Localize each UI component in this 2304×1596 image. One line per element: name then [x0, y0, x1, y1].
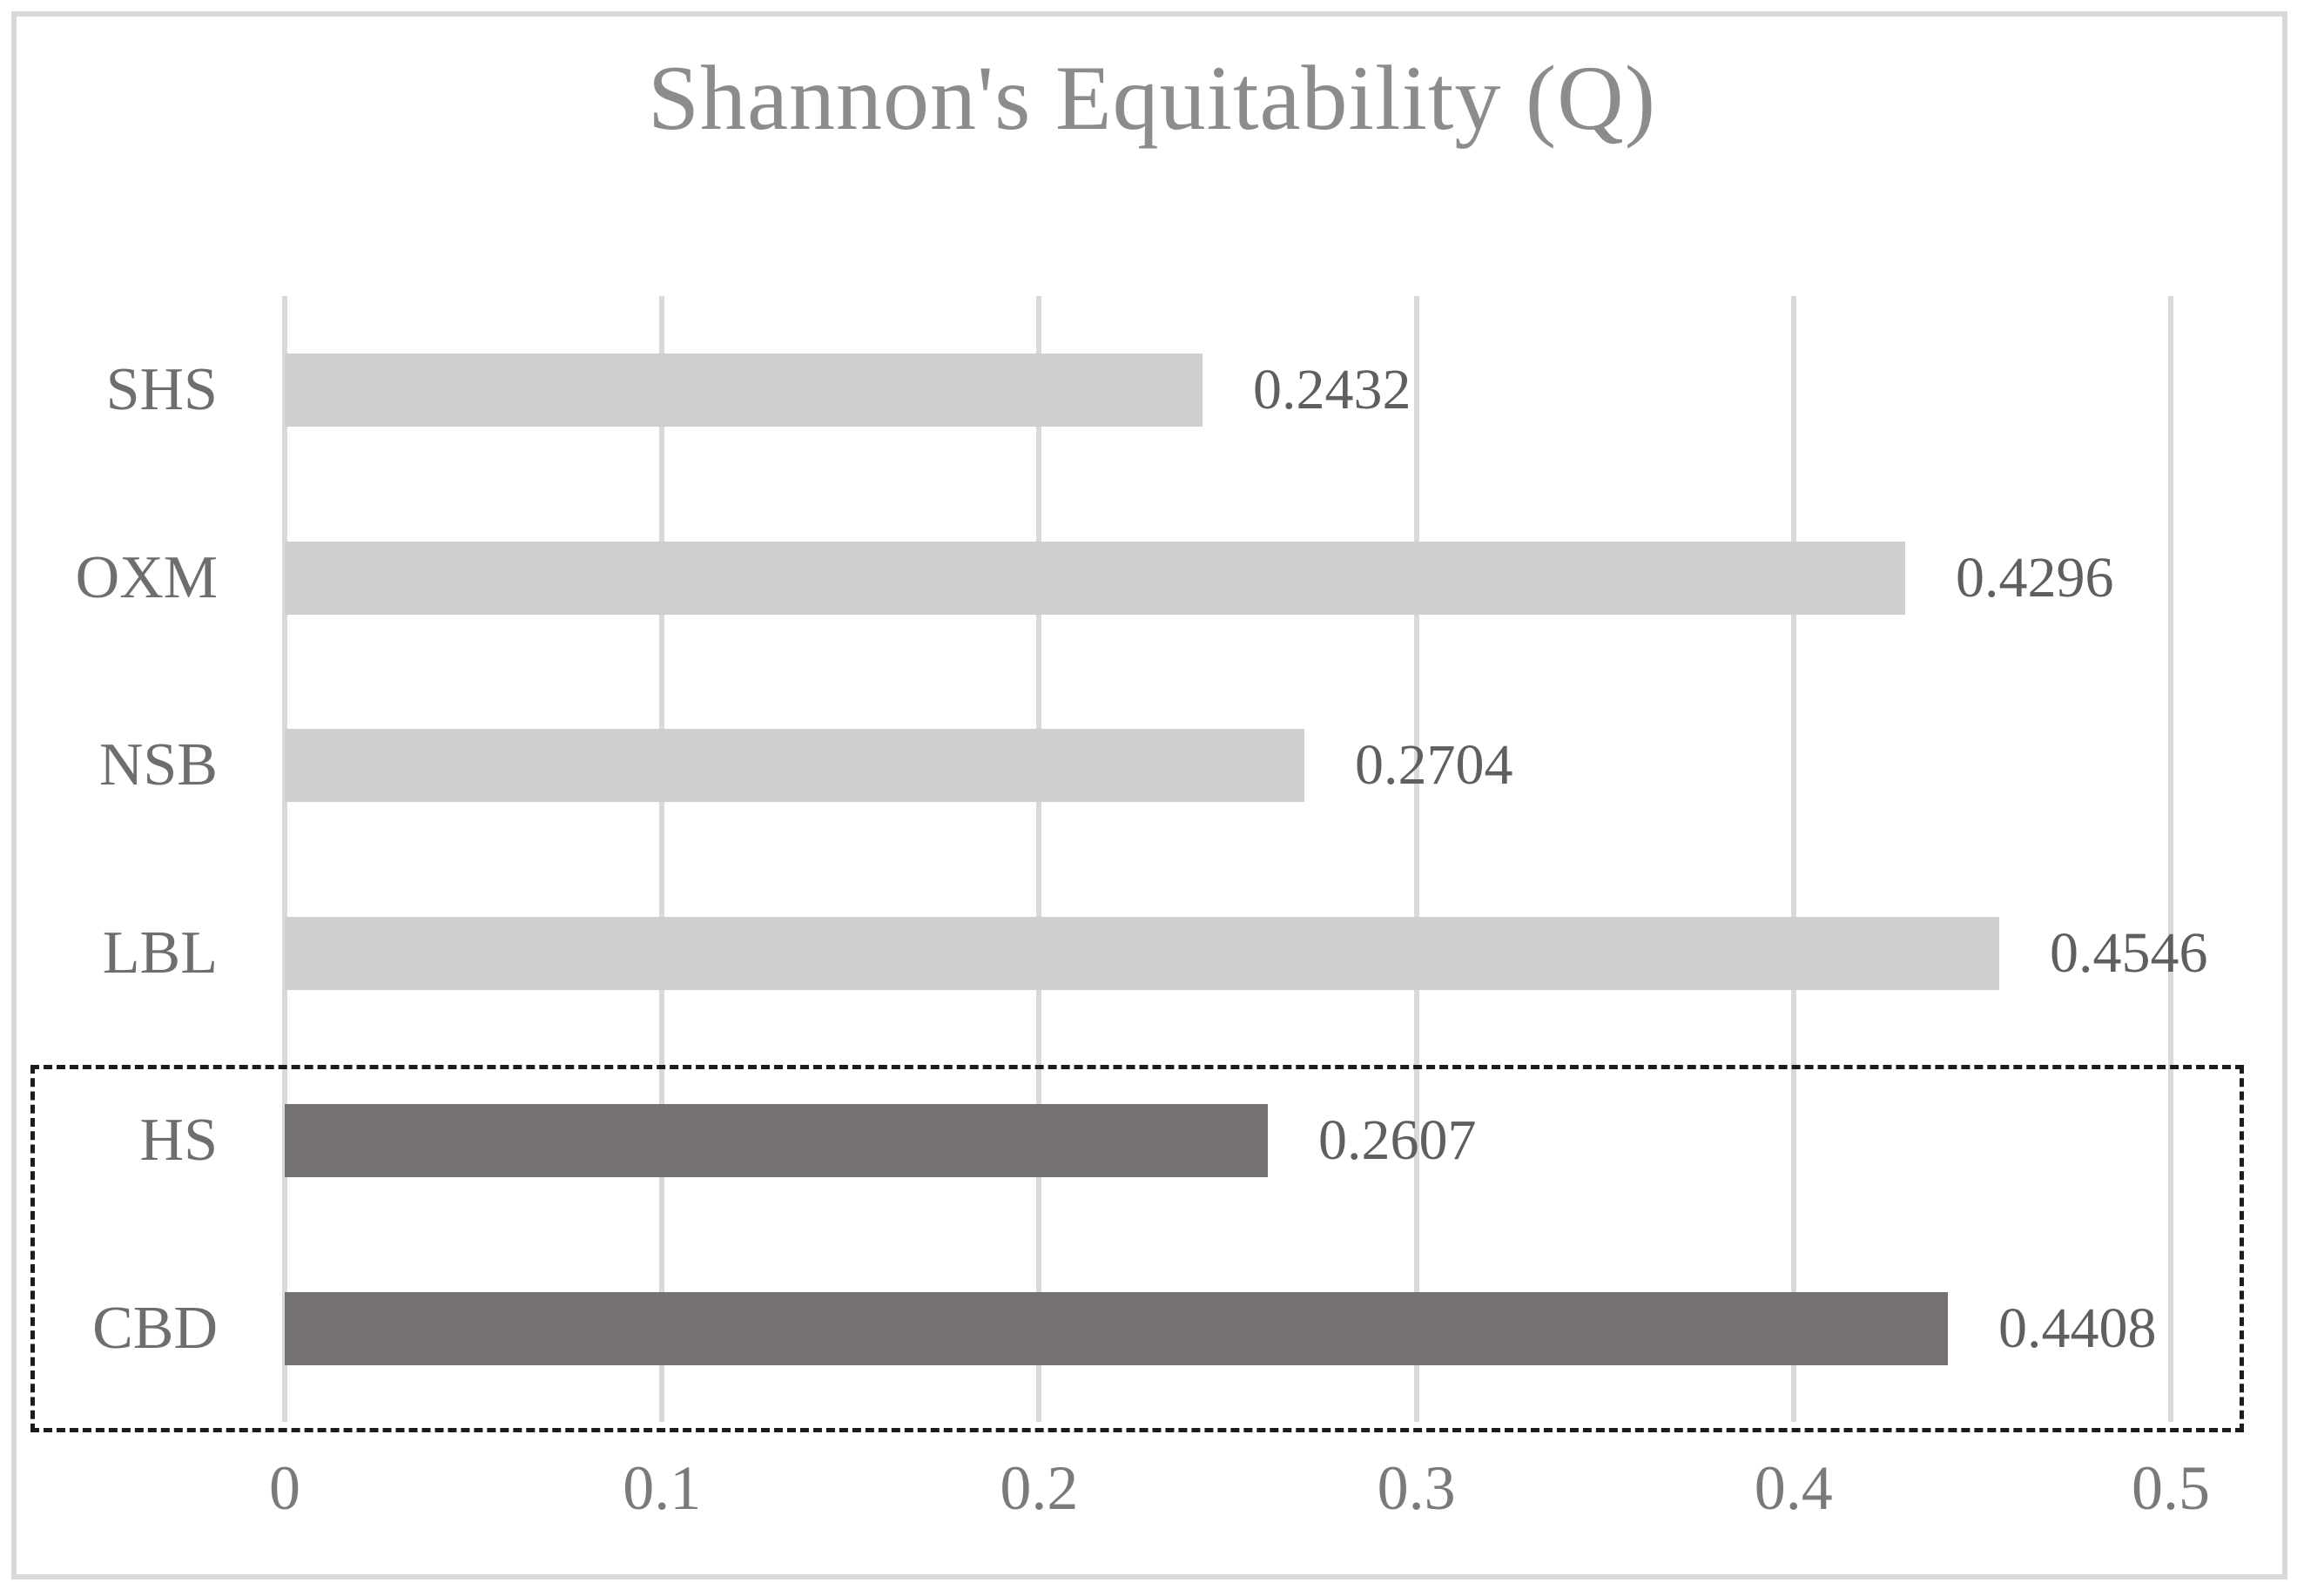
gridline-0.1	[659, 296, 665, 1422]
category-label-lbl: LBL	[102, 919, 218, 987]
value-label-oxm: 0.4296	[1956, 545, 2114, 609]
bar-hs	[285, 1104, 1268, 1177]
gridline-0.3	[1413, 296, 1419, 1422]
value-label-lbl: 0.4546	[2050, 920, 2208, 985]
bar-cbd	[285, 1291, 1948, 1365]
category-label-cbd: CBD	[92, 1294, 218, 1362]
bar-row-lbl: 0.4546	[285, 859, 2208, 1047]
category-label-nsb: NSB	[98, 731, 218, 798]
gridline-0.4	[1790, 296, 1796, 1422]
bar-shs	[285, 354, 1203, 427]
x-tick-0.4: 0.4	[1754, 1453, 1833, 1523]
bar-nsb	[285, 729, 1304, 802]
x-tick-0.5: 0.5	[2132, 1453, 2210, 1523]
category-label-hs: HS	[139, 1107, 218, 1174]
x-tick-0.1: 0.1	[623, 1453, 702, 1523]
bar-row-cbd: 0.4408	[285, 1235, 2171, 1423]
bar-oxm	[285, 541, 1905, 615]
bar-row-shs: 0.2432	[285, 296, 2171, 484]
value-label-cbd: 0.4408	[1998, 1296, 2157, 1360]
bar-row-nsb: 0.2704	[285, 671, 2171, 859]
bar-row-oxm: 0.4296	[285, 484, 2171, 672]
category-label-shs: SHS	[105, 356, 218, 423]
gridline-0.5	[2168, 296, 2173, 1422]
value-label-hs: 0.2607	[1318, 1108, 1477, 1172]
bar-row-hs: 0.2607	[285, 1047, 2171, 1235]
value-label-shs: 0.2432	[1253, 358, 1411, 421]
chart-title: Shannon's Equitability (Q)	[648, 47, 1656, 149]
gridline-0.2	[1036, 296, 1042, 1422]
x-tick-0.2: 0.2	[1000, 1453, 1079, 1523]
x-tick-0.3: 0.3	[1377, 1453, 1456, 1523]
gridline-0	[282, 296, 287, 1422]
value-label-nsb: 0.2704	[1355, 733, 1513, 797]
category-label-oxm: OXM	[75, 543, 218, 611]
x-tick-0: 0	[269, 1453, 300, 1523]
plot-area: 0.2432 0.4296 0.2704 0.4546 0.2607 0.4408	[282, 296, 2208, 1423]
highlight-dashed-box	[30, 1065, 2244, 1432]
chart-outer-border	[11, 11, 2287, 1579]
bar-lbl	[285, 916, 1999, 990]
